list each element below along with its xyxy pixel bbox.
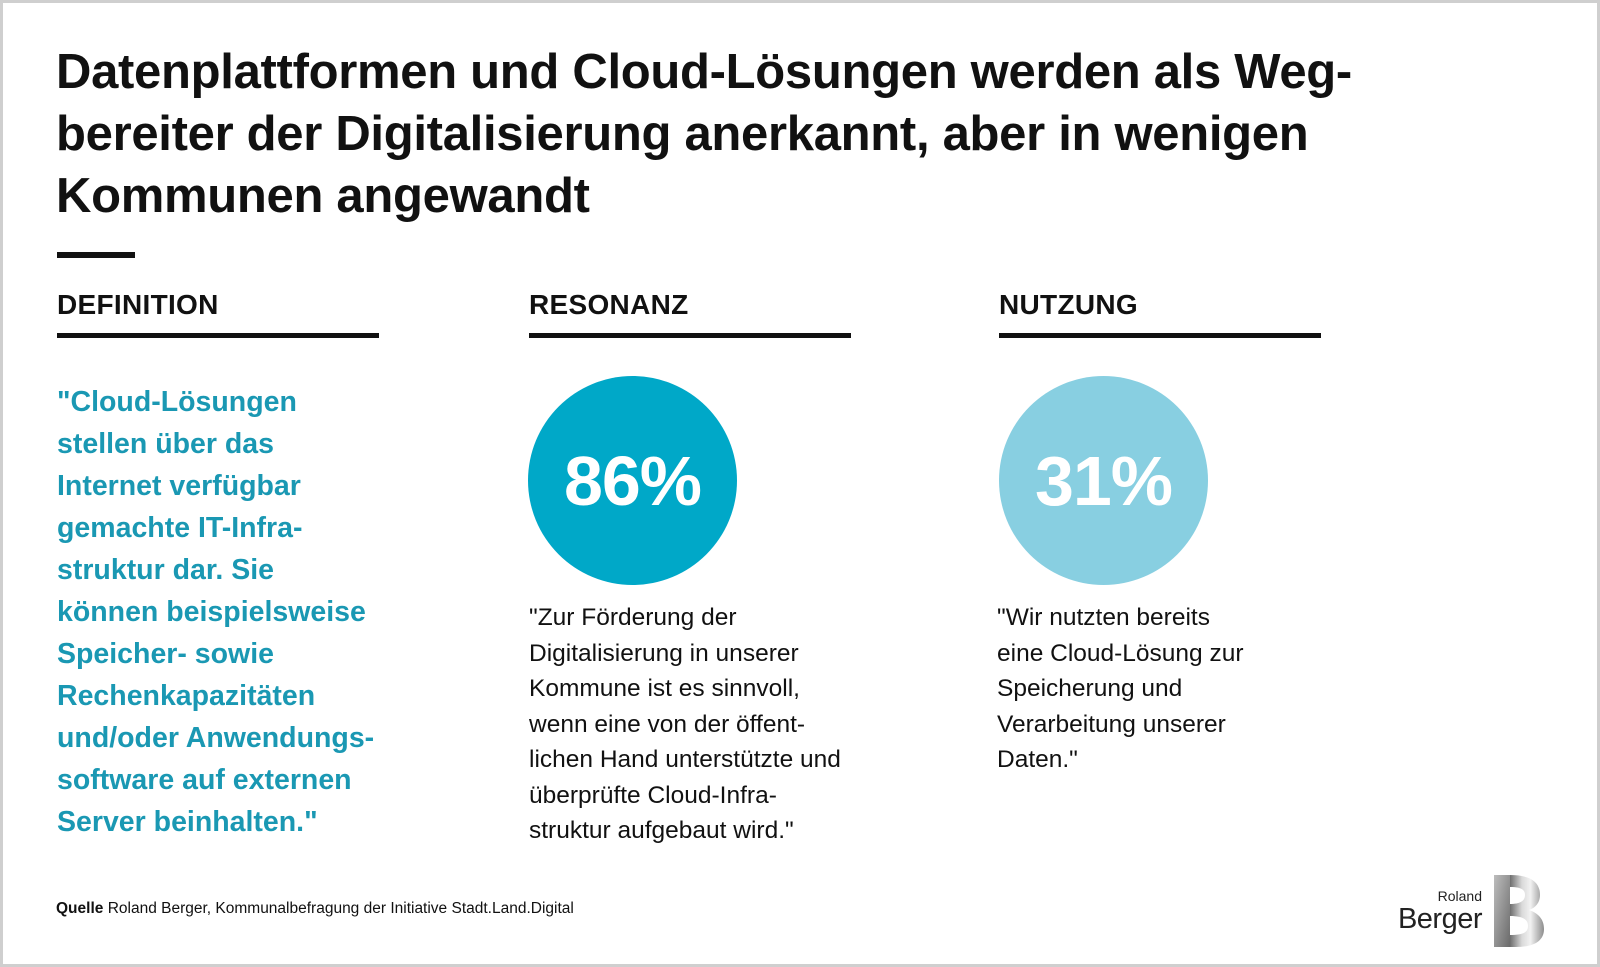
- resonanz-percentage-circle: 86%: [528, 376, 737, 585]
- resonanz-percentage-value: 86%: [563, 441, 702, 520]
- source-text: Roland Berger, Kommunalbefragung der Ini…: [107, 900, 574, 917]
- title-underline: [57, 252, 135, 258]
- resonanz-quote: "Zur Förderung der Digitalisierung in un…: [529, 604, 841, 844]
- nutzung-divider: [999, 333, 1321, 338]
- nutzung-heading: NUTZUNG: [999, 289, 1138, 320]
- nutzung-column: NUTZUNG: [999, 287, 1419, 338]
- definition-heading: DEFINITION: [57, 289, 219, 320]
- page-title: Datenplattformen und Cloud-Lösungen werd…: [56, 45, 1352, 223]
- nutzung-percentage-value: 31%: [1034, 441, 1173, 520]
- source-label: Quelle: [56, 900, 104, 917]
- resonanz-column: RESONANZ: [529, 287, 949, 338]
- source-note: Quelle Roland Berger, Kommunalbefragung …: [56, 900, 574, 918]
- definition-quote: "Cloud-Lösungen stellen über das Interne…: [57, 386, 375, 838]
- definition-divider: [57, 333, 379, 338]
- roland-berger-b-logo-icon: [1494, 875, 1544, 947]
- logo-word-berger: Berger: [1397, 903, 1483, 935]
- roland-berger-logo: Roland Berger: [1398, 871, 1548, 951]
- logo-word-roland: Roland: [1437, 888, 1482, 904]
- resonanz-divider: [529, 333, 851, 338]
- nutzung-quote: "Wir nutzten bereits eine Cloud-Lösung z…: [997, 604, 1244, 773]
- definition-column: DEFINITION: [57, 287, 477, 338]
- nutzung-percentage-circle: 31%: [999, 376, 1208, 585]
- resonanz-heading: RESONANZ: [529, 289, 689, 320]
